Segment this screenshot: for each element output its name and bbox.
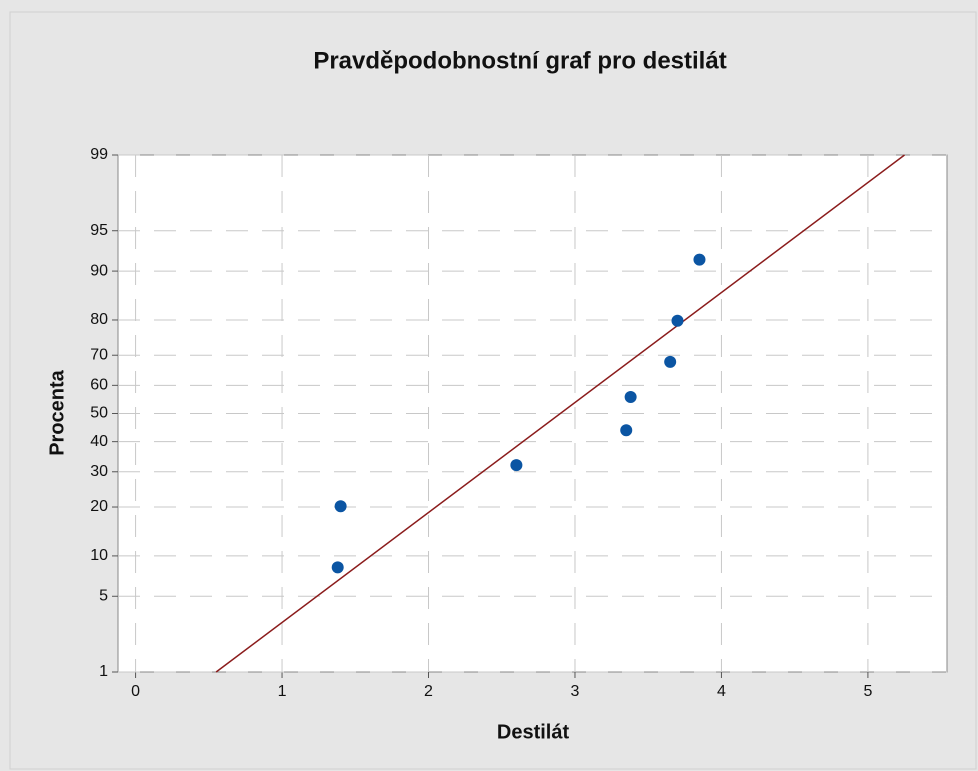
y-tick-label: 5 bbox=[99, 587, 108, 604]
y-tick-label: 40 bbox=[90, 433, 108, 450]
data-point bbox=[620, 424, 633, 437]
x-tick-label: 5 bbox=[863, 683, 872, 700]
data-point bbox=[334, 500, 347, 513]
x-axis-label: Destilát bbox=[497, 721, 570, 743]
x-tick-label: 1 bbox=[278, 683, 287, 700]
data-point bbox=[624, 391, 637, 404]
y-tick-label: 1 bbox=[99, 663, 108, 680]
fit-line bbox=[215, 154, 905, 673]
y-tick-label: 90 bbox=[90, 262, 108, 279]
y-tick-label: 10 bbox=[90, 547, 108, 564]
y-tick-label: 99 bbox=[90, 146, 108, 163]
y-tick-label: 50 bbox=[90, 405, 108, 422]
data-point bbox=[510, 459, 523, 472]
data-point bbox=[664, 355, 677, 368]
data-point bbox=[331, 561, 344, 574]
chart-title: Pravděpodobnostní graf pro destilát bbox=[313, 47, 726, 74]
y-axis-label: Procenta bbox=[46, 369, 68, 455]
x-tick-label: 2 bbox=[424, 683, 433, 700]
y-tick-label: 20 bbox=[90, 498, 108, 515]
y-tick-label: 60 bbox=[90, 377, 108, 394]
x-tick-label: 0 bbox=[131, 683, 140, 700]
y-tick-label: 80 bbox=[90, 311, 108, 328]
x-tick-label: 4 bbox=[717, 683, 726, 700]
y-tick-label: 95 bbox=[90, 222, 108, 239]
data-point bbox=[671, 314, 684, 327]
y-tick-label: 30 bbox=[90, 463, 108, 480]
y-tick-label: 70 bbox=[90, 346, 108, 363]
data-point bbox=[693, 253, 706, 266]
x-tick-label: 3 bbox=[571, 683, 580, 700]
